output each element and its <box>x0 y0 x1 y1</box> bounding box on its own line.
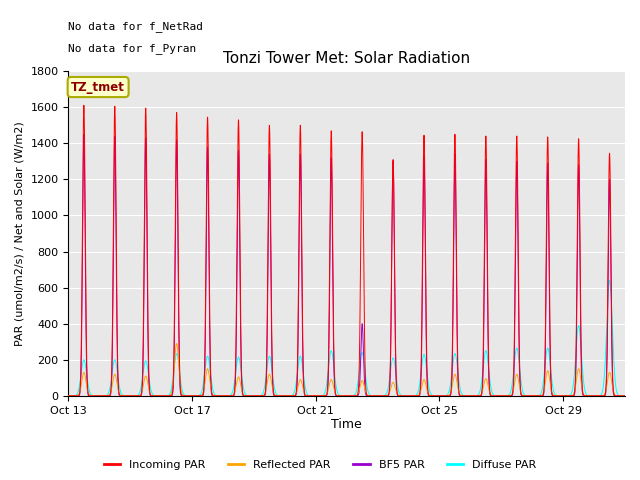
Text: TZ_tmet: TZ_tmet <box>71 81 125 94</box>
X-axis label: Time: Time <box>332 419 362 432</box>
Y-axis label: PAR (umol/m2/s) / Net and Solar (W/m2): PAR (umol/m2/s) / Net and Solar (W/m2) <box>15 121 25 346</box>
Text: No data for f_NetRad: No data for f_NetRad <box>68 21 204 32</box>
Title: Tonzi Tower Met: Solar Radiation: Tonzi Tower Met: Solar Radiation <box>223 51 470 66</box>
Text: No data for f_Pyran: No data for f_Pyran <box>68 44 196 54</box>
Legend: Incoming PAR, Reflected PAR, BF5 PAR, Diffuse PAR: Incoming PAR, Reflected PAR, BF5 PAR, Di… <box>99 456 541 474</box>
